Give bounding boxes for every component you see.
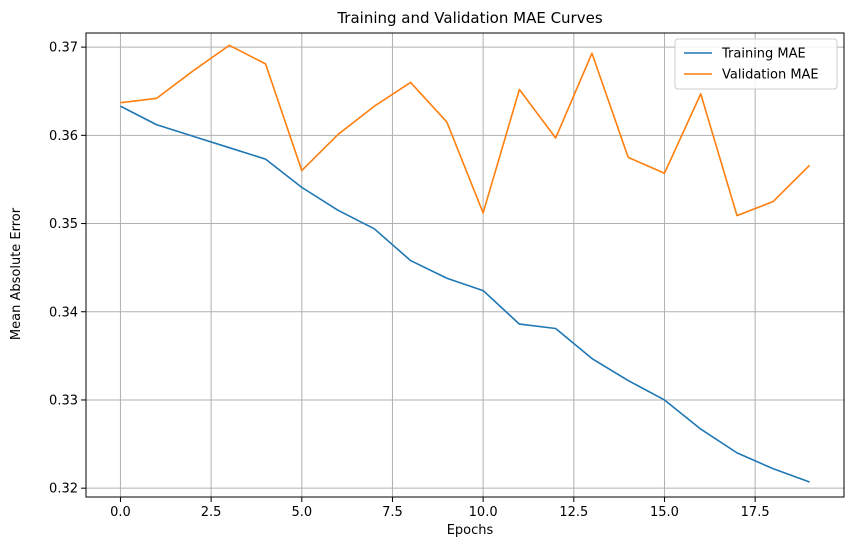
x-axis-ticks: 0.0 2.5 5.0 7.5 10.0 12.5 15.0 17.5 (110, 497, 770, 520)
x-tick-label: 0.0 (110, 505, 131, 520)
grid-lines (86, 33, 844, 497)
y-tick-label: 0.34 (49, 305, 78, 320)
x-tick-label: 5.0 (291, 505, 312, 520)
y-axis-ticks: 0.32 0.33 0.34 0.35 0.36 0.37 (49, 41, 86, 497)
legend-label: Training MAE (721, 47, 806, 62)
x-tick-label: 10.0 (469, 505, 498, 520)
plot-frame (85, 32, 845, 498)
y-tick-label: 0.32 (49, 482, 78, 497)
x-tick-label: 17.5 (741, 505, 770, 520)
chart-title: Training and Validation MAE Curves (336, 9, 602, 27)
y-tick-label: 0.36 (49, 129, 78, 144)
series-layer (120, 44, 811, 483)
y-axis-label: Mean Absolute Error (9, 207, 24, 340)
x-tick-label: 15.0 (650, 505, 679, 520)
y-tick-label: 0.35 (49, 217, 78, 232)
legend-box (674, 38, 838, 90)
validation-mae-line (120, 44, 811, 217)
y-tick-label: 0.37 (49, 41, 78, 56)
x-tick-label: 2.5 (201, 505, 222, 520)
x-tick-label: 7.5 (382, 505, 403, 520)
legend: Training MAE Validation MAE (674, 38, 838, 90)
x-axis-label: Epochs (447, 523, 494, 538)
legend-label: Validation MAE (722, 68, 819, 83)
x-tick-label: 12.5 (559, 505, 588, 520)
training-mae-line (120, 105, 810, 483)
y-tick-label: 0.33 (49, 393, 78, 408)
